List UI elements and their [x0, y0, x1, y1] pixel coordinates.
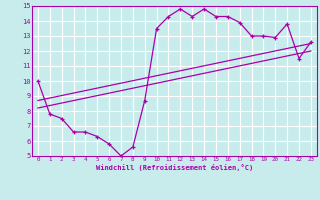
X-axis label: Windchill (Refroidissement éolien,°C): Windchill (Refroidissement éolien,°C) [96, 164, 253, 171]
